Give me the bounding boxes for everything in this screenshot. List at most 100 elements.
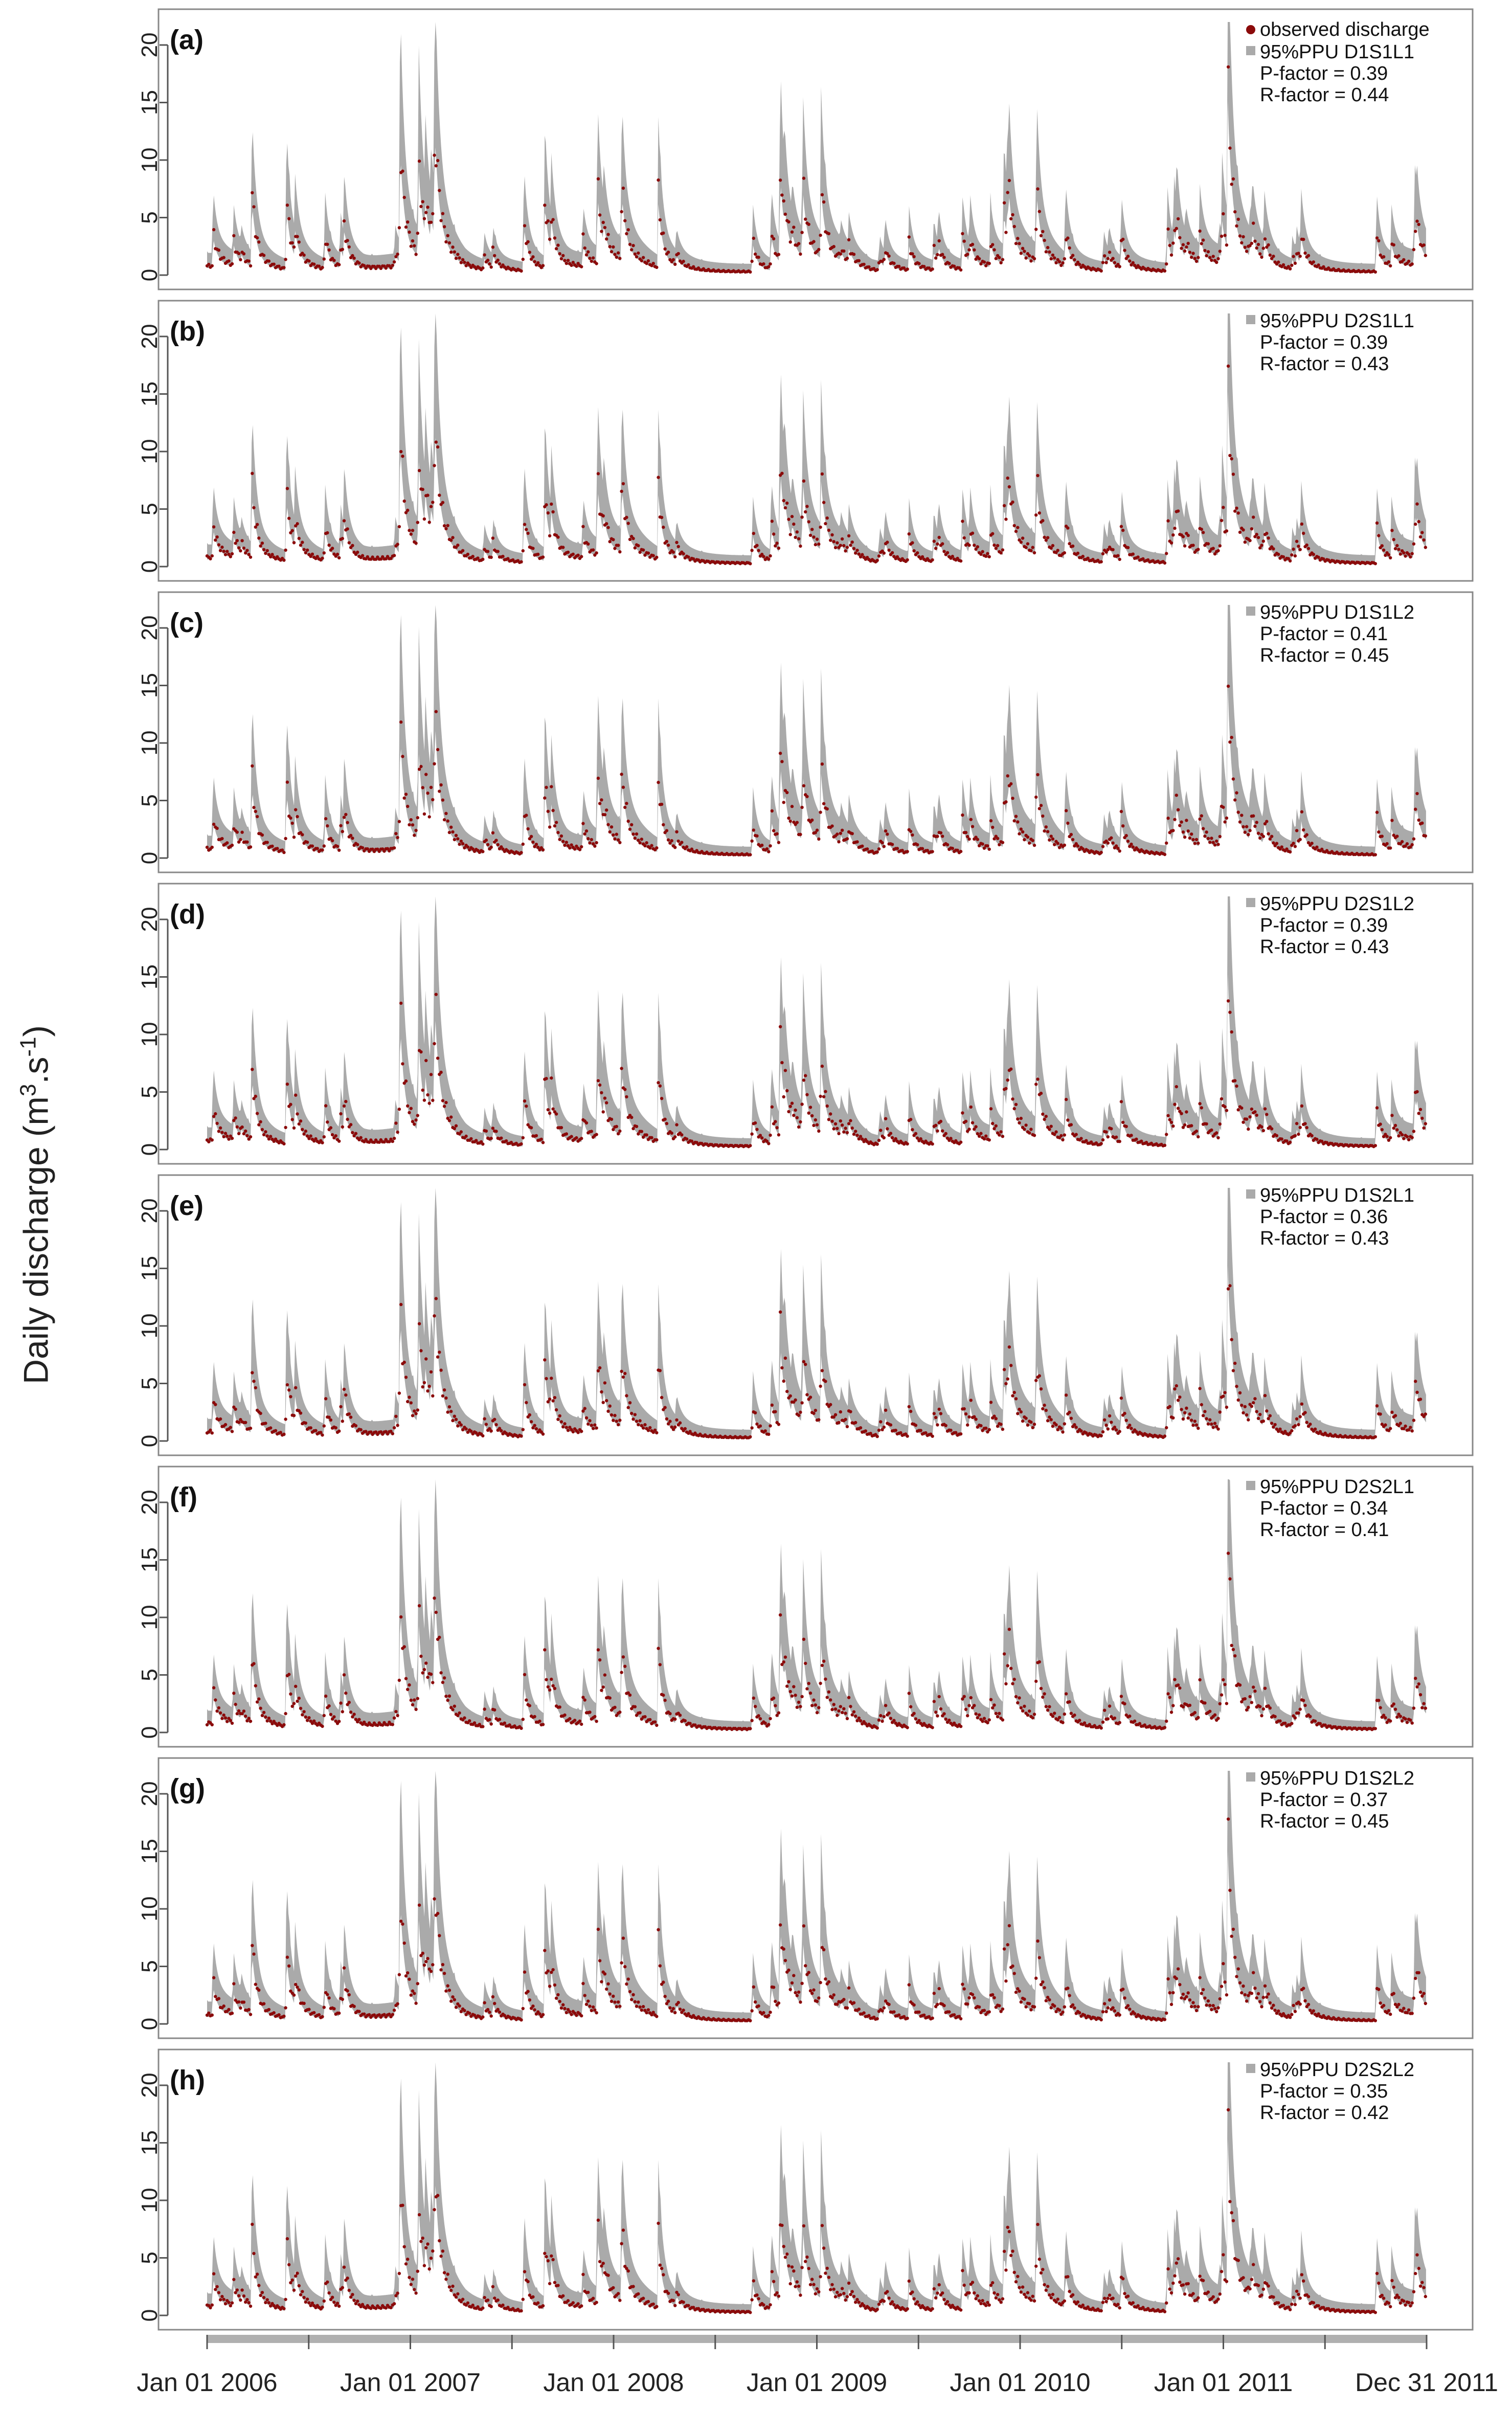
observed-point [413,834,416,837]
observed-point [312,2011,316,2015]
observed-point [466,552,470,556]
observed-point [1295,1122,1299,1125]
observed-point [690,1139,694,1143]
observed-point [528,1998,532,2002]
observed-point [651,262,655,265]
observed-point [402,1645,406,1649]
observed-point [1048,1705,1051,1708]
observed-point [1385,842,1389,846]
observed-point [1018,1696,1021,1700]
observed-point [633,837,637,840]
observed-series [205,993,1427,1148]
observed-point [270,844,274,848]
observed-point [251,1068,254,1071]
observed-point [1002,1368,1006,1371]
observed-point [595,1133,598,1136]
observed-point [520,851,523,854]
observed-point [799,544,802,548]
observed-point [526,827,530,831]
observed-point [421,1385,424,1389]
observed-point [413,1122,416,1126]
observed-point [1298,1415,1302,1418]
observed-point [646,259,650,263]
observed-point [623,1371,627,1376]
observed-point [1373,1435,1377,1438]
observed-point [1186,1416,1190,1420]
observed-point [409,1401,413,1405]
observed-point [411,1120,415,1123]
observed-point [259,1706,262,1710]
observed-point [481,2015,485,2019]
observed-point [832,540,836,544]
observed-point [456,544,460,547]
observed-point [554,1408,558,1412]
observed-point [1194,259,1199,263]
observed-point [1277,260,1280,264]
observed-point [529,1126,533,1130]
observed-point [396,1424,399,1427]
observed-point [222,2004,225,2008]
observed-point [210,1138,214,1142]
observed-point [973,1996,976,2000]
observed-point [292,836,296,839]
observed-point [999,551,1003,555]
observed-point [438,1350,441,1354]
observed-point [620,1369,623,1373]
observed-point [531,547,535,550]
observed-point [671,550,675,554]
observed-point [1256,1416,1260,1420]
observed-point [414,828,418,832]
observed-point [769,1424,772,1428]
observed-point [310,844,314,848]
observed-point [1036,187,1040,191]
observed-point [852,2001,856,2004]
observed-point [991,1121,995,1125]
observed-point [817,837,821,841]
observed-point [327,248,331,252]
observed-point [337,263,341,266]
observed-series [205,364,1427,566]
observed-point [541,1141,545,1144]
observed-point [1168,1118,1171,1121]
observed-point [1235,791,1238,795]
observed-point [802,479,806,483]
observed-point [1175,1085,1178,1089]
observed-point [260,1128,264,1132]
observed-point [961,813,964,817]
observed-point [982,260,986,264]
observed-point [1375,1106,1379,1110]
observed-point [1415,792,1419,796]
observed-point [244,1421,247,1424]
observed-point [210,554,214,558]
observed-point [657,178,660,182]
observed-point [576,1431,580,1434]
observed-point [424,1357,428,1361]
observed-point [1186,533,1190,537]
observed-point [1039,1091,1043,1095]
observed-point [800,231,804,234]
observed-point [999,1423,1003,1426]
observed-point [346,527,349,531]
observed-point [220,837,224,841]
ppu-band [207,896,1426,1148]
observed-point [1422,1702,1426,1705]
observed-point [1124,1418,1128,1422]
observed-point [1119,525,1123,528]
observed-point [616,1423,620,1427]
observed-point [1261,835,1265,838]
observed-point [1240,814,1244,817]
observed-point [1068,1410,1071,1414]
observed-point [262,254,266,257]
observed-point [287,1964,291,1968]
observed-point [541,555,545,559]
observed-point [608,1696,612,1700]
observed-point [406,1687,410,1692]
observed-point [1021,1419,1025,1423]
observed-point [676,252,680,256]
observed-point [346,1117,349,1121]
observed-point [391,1432,394,1435]
observed-point [317,2013,321,2017]
observed-point [1255,246,1258,250]
observed-point [797,1413,801,1417]
observed-point [391,2013,394,2016]
